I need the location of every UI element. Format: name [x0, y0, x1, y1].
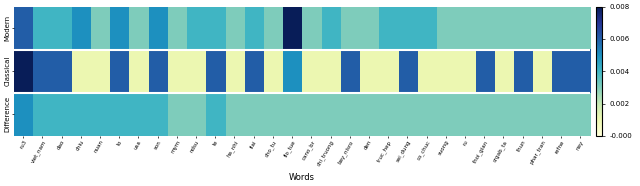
- X-axis label: Words: Words: [289, 173, 315, 182]
